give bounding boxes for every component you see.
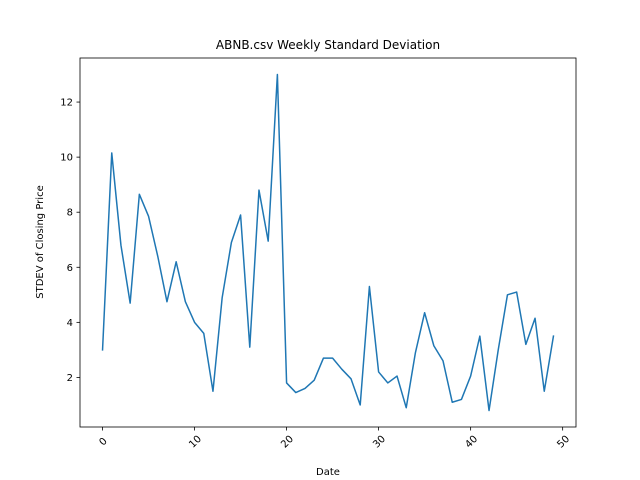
y-tick-label: 2: [67, 373, 73, 384]
y-tick-label: 8: [67, 208, 73, 219]
y-axis-label: STDEV of Closing Price: [35, 185, 46, 298]
y-tick-label: 10: [60, 153, 73, 164]
x-axis-label: Date: [316, 467, 340, 478]
y-tick-label: 12: [60, 98, 73, 109]
chart-title: ABNB.csv Weekly Standard Deviation: [216, 38, 440, 52]
y-tick-label: 4: [67, 318, 73, 329]
plot-area: [101, 73, 555, 412]
x-axis: 0 10 20 30 40 50: [97, 427, 572, 450]
series-line-0: [101, 73, 555, 412]
plot-frame: [79, 57, 577, 428]
y-tick-label: 6: [67, 263, 73, 274]
y-axis: 2 4 6 8 10 12: [60, 98, 80, 384]
